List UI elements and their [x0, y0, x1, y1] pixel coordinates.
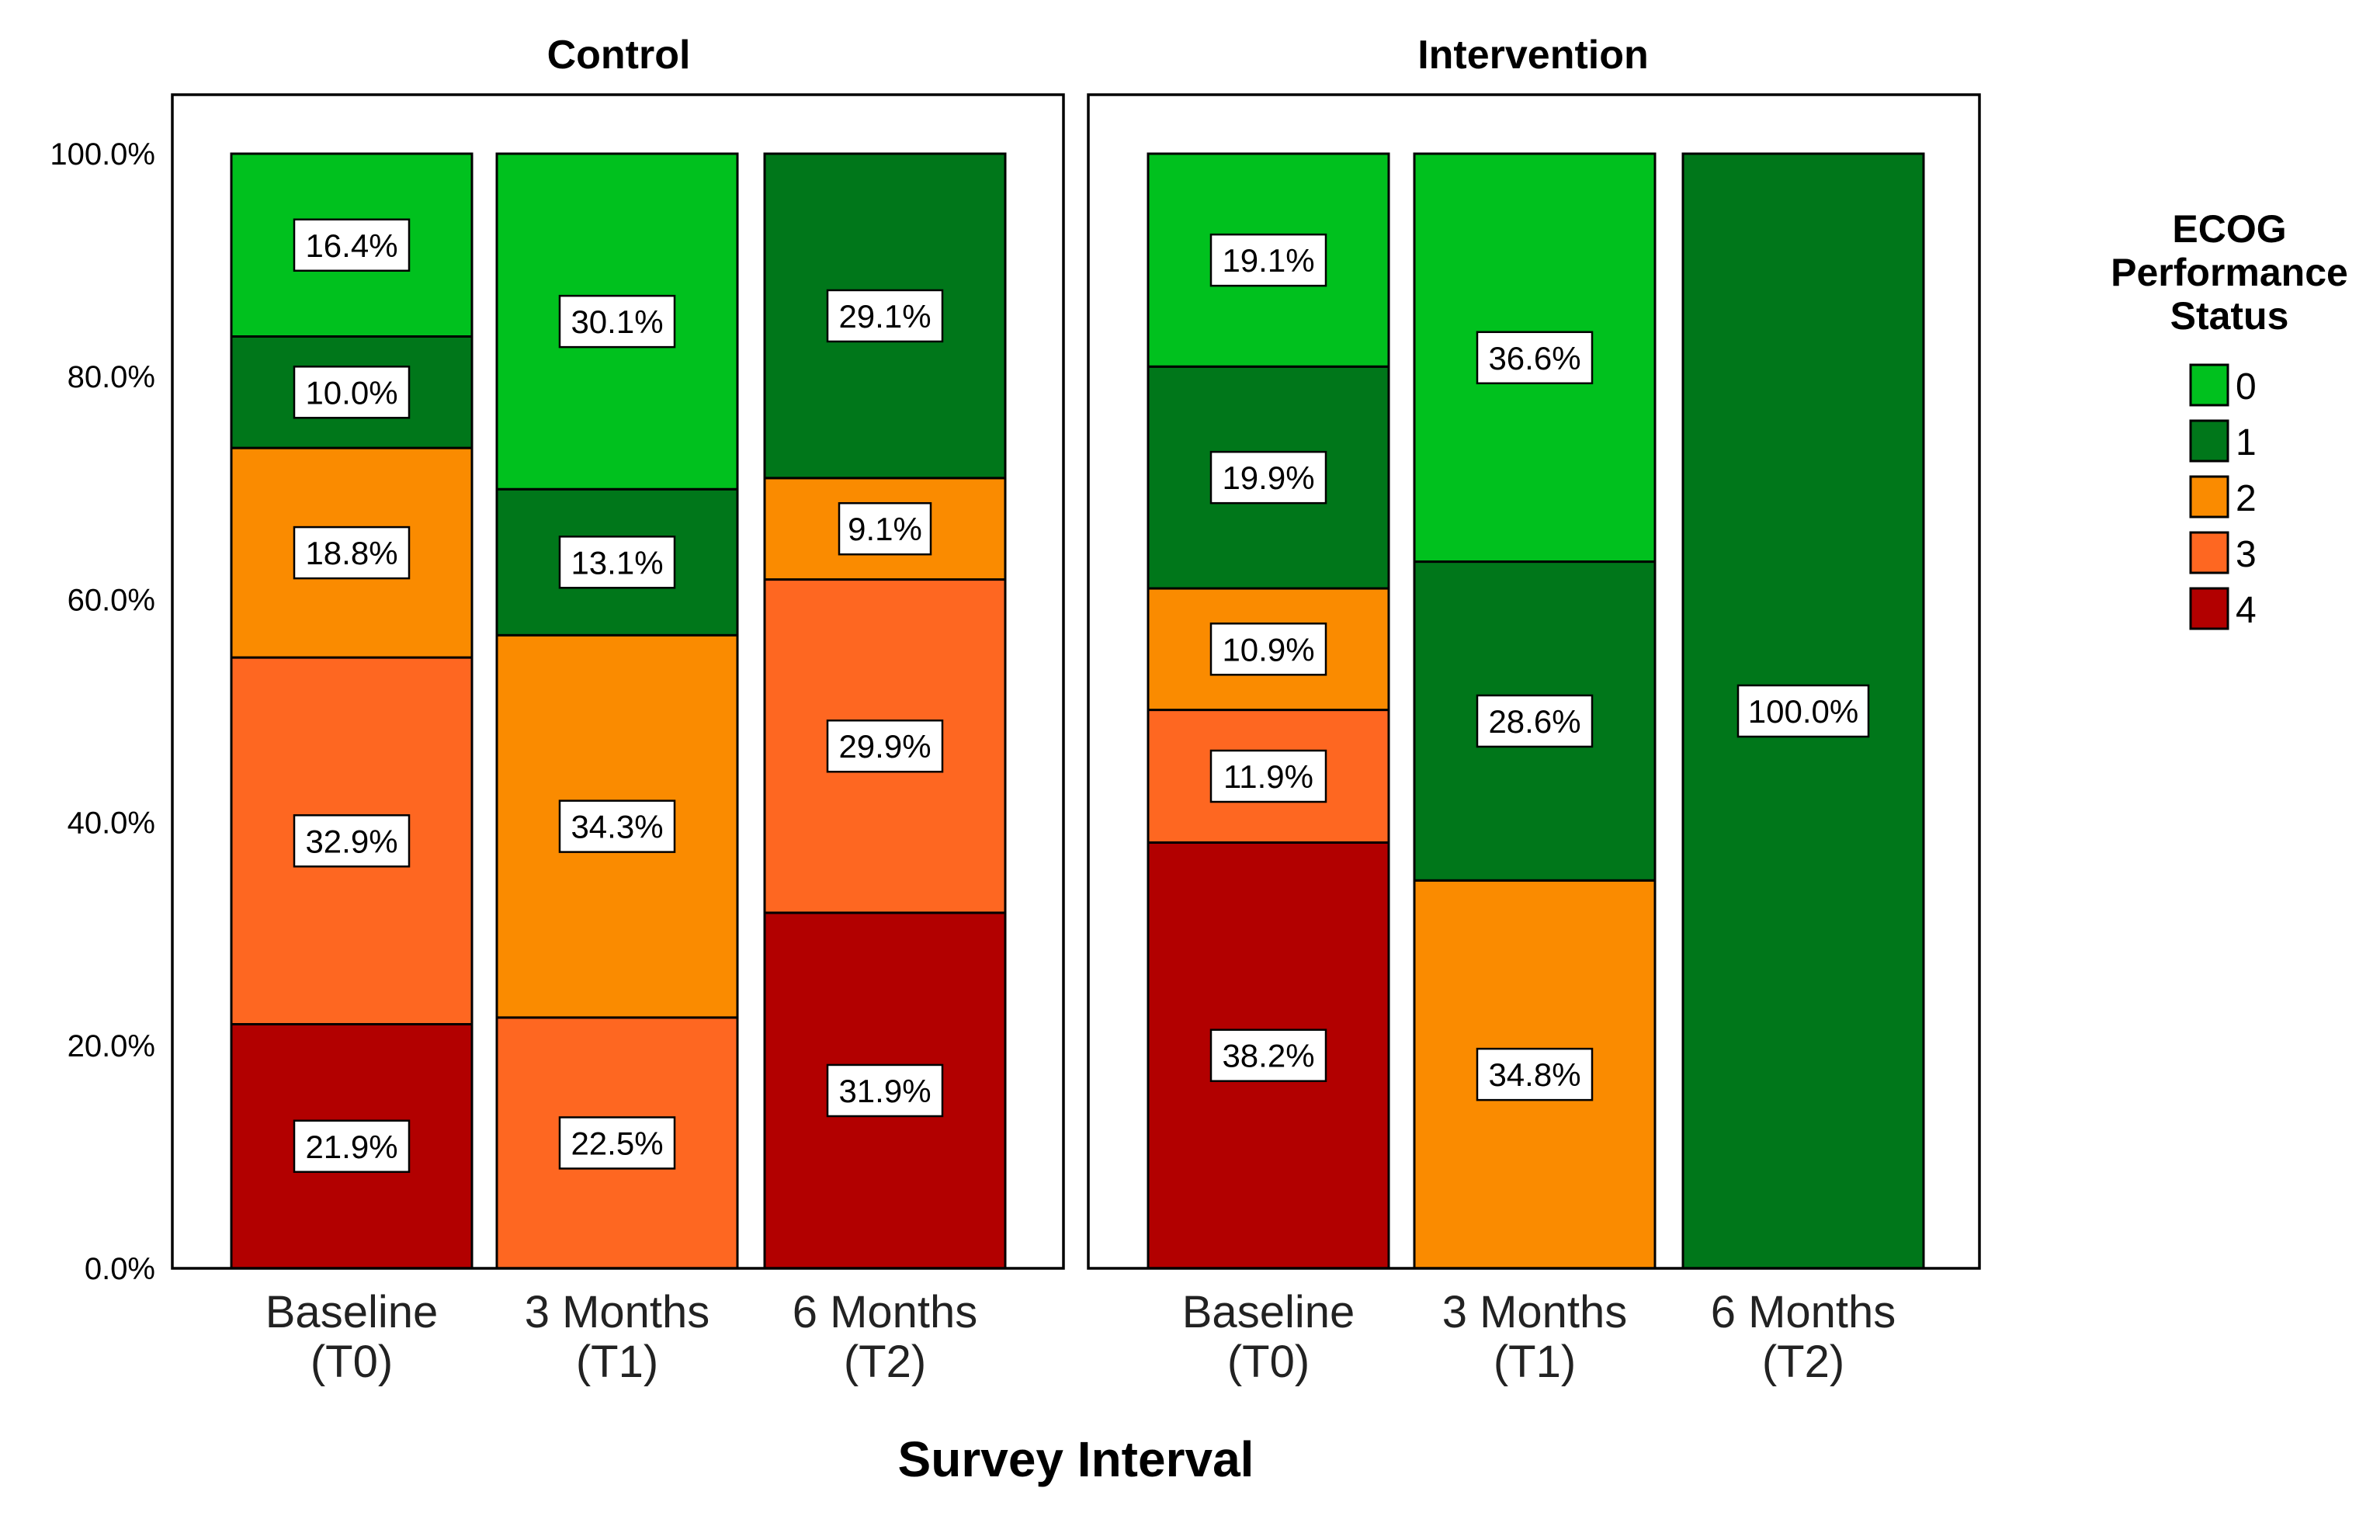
data-label-box	[1209, 1028, 1327, 1082]
data-label-box	[293, 525, 411, 580]
legend-title: ECOG	[2172, 207, 2286, 251]
legend-swatch	[2189, 363, 2229, 407]
x-tick-label: 6 Months	[1711, 1287, 1896, 1337]
panel-control: Control 21.9% 32.9% 18.8% 10.0% 16.4% Baseline…	[171, 33, 1065, 1387]
y-tick-label: 20.0%	[68, 1029, 155, 1063]
y-axis: 0.0% 20.0% 40.0% 60.0% 80.0% 100.0%	[50, 137, 155, 1286]
panel-frame	[1087, 93, 1981, 1270]
data-label: 19.1%	[1222, 242, 1314, 279]
x-tick-label: 3 Months	[525, 1287, 710, 1337]
x-tick-label: (T0)	[1227, 1337, 1310, 1387]
data-label-box	[293, 814, 411, 868]
data-label: 34.8%	[1488, 1056, 1580, 1093]
data-label: 32.9%	[305, 823, 397, 859]
data-label: 31.9%	[838, 1073, 931, 1109]
data-label-box	[1209, 623, 1327, 676]
y-tick-label: 40.0%	[68, 806, 155, 841]
data-label-box	[293, 1119, 411, 1174]
data-label: 100.0%	[1748, 693, 1858, 730]
x-tick-label: (T2)	[844, 1337, 926, 1387]
data-label: 10.9%	[1222, 631, 1314, 668]
data-label-box	[558, 536, 676, 589]
data-label-box	[1209, 233, 1327, 287]
data-label-box	[1736, 684, 1870, 738]
x-tick-label: (T0)	[311, 1337, 393, 1387]
bar-segment-status-1	[495, 487, 739, 636]
data-label: 38.2%	[1222, 1038, 1314, 1074]
data-label: 36.6%	[1488, 340, 1580, 376]
data-label: 18.8%	[305, 535, 397, 571]
data-label: 28.6%	[1488, 703, 1580, 740]
x-tick-label: 6 Months	[793, 1287, 978, 1337]
data-label-box	[293, 366, 411, 419]
data-label-box	[1476, 331, 1594, 385]
legend-label: 4	[2236, 590, 2257, 631]
x-tick-label: Baseline	[265, 1287, 438, 1337]
x-tick-label: Baseline	[1182, 1287, 1355, 1337]
data-label: 30.1%	[571, 303, 663, 340]
data-label-box	[558, 1116, 676, 1170]
data-label: 16.4%	[305, 227, 397, 264]
y-tick-label: 80.0%	[68, 360, 155, 394]
panel-title: Intervention	[1417, 33, 1649, 78]
legend-label: 1	[2236, 422, 2257, 463]
data-label-box	[826, 289, 944, 343]
legend-title: Performance	[2111, 251, 2348, 294]
data-label: 13.1%	[571, 544, 663, 581]
panel-title: Control	[547, 33, 691, 78]
legend-title: Status	[2170, 294, 2289, 338]
data-label-box	[1476, 1047, 1594, 1101]
y-tick-label: 60.0%	[68, 583, 155, 617]
legend-swatch	[2189, 587, 2229, 630]
panel-frame	[171, 93, 1065, 1270]
data-label-box	[1209, 450, 1327, 505]
legend-label: 0	[2236, 366, 2257, 408]
data-label: 19.9%	[1222, 460, 1314, 496]
x-tick-label: (T1)	[576, 1337, 658, 1387]
data-label-box	[826, 1063, 944, 1118]
legend-label: 2	[2236, 478, 2257, 519]
data-label-box	[1209, 749, 1327, 803]
data-label-box	[293, 218, 411, 272]
data-label: 29.1%	[838, 298, 931, 335]
x-axis-title: Survey Interval	[898, 1431, 1254, 1487]
legend-swatch	[2189, 475, 2229, 519]
data-label: 21.9%	[305, 1129, 397, 1165]
y-tick-label: 0.0%	[85, 1252, 155, 1286]
y-tick-label: 100.0%	[50, 137, 155, 172]
legend-swatch	[2189, 419, 2229, 463]
data-label: 11.9%	[1223, 758, 1313, 795]
data-label-box	[558, 799, 676, 853]
x-tick-label: (T2)	[1762, 1337, 1844, 1387]
data-label: 9.1%	[848, 511, 922, 547]
chart-panels: Control 21.9% 32.9% 18.8% 10.0% 16.4% Baseline…	[171, 33, 1981, 1387]
data-label-box	[1476, 694, 1594, 748]
data-label-box	[826, 719, 944, 773]
legend-swatch	[2189, 531, 2229, 574]
data-label: 22.5%	[571, 1125, 663, 1161]
data-label: 34.3%	[571, 809, 663, 845]
x-tick-label: (T1)	[1494, 1337, 1576, 1387]
data-label-box	[838, 501, 932, 556]
data-label: 29.9%	[838, 728, 931, 765]
panel-intervention: Intervention 38.2% 11.9% 10.9% 19.9% 19.1% Bas…	[1087, 33, 1981, 1387]
legend-label: 3	[2236, 534, 2257, 575]
data-label-box	[558, 294, 676, 349]
data-label: 10.0%	[305, 374, 397, 411]
x-tick-label: 3 Months	[1442, 1287, 1628, 1337]
